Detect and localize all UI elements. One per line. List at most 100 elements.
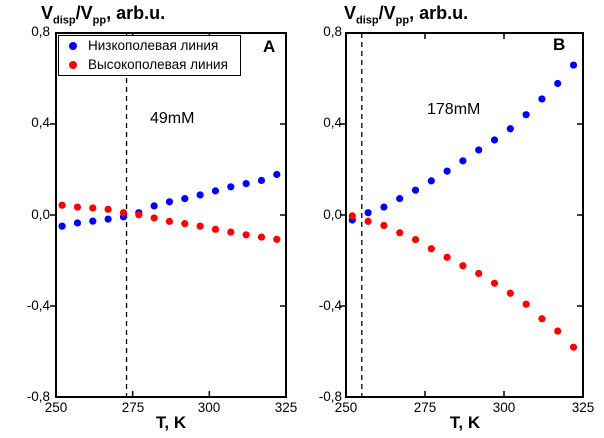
data-point — [211, 187, 220, 195]
data-point — [242, 231, 250, 239]
panel-a-xtick-250: 250 — [44, 400, 68, 415]
panel-b-ytick--0.8: -0,8 — [318, 389, 342, 404]
panel-b-ytick--0.4: -0,4 — [318, 298, 342, 313]
data-point — [443, 167, 451, 175]
legend-item-low-field: Низкополевая линия — [59, 37, 240, 55]
data-point — [273, 170, 281, 179]
data-point — [506, 125, 514, 133]
panel-a-ytick-0.8: 0,8 — [31, 24, 50, 39]
data-point — [364, 217, 372, 225]
panel-b-xlabel: T, K — [449, 413, 481, 432]
data-point — [348, 212, 356, 220]
data-point — [522, 111, 530, 119]
panel-a-xtick-325: 325 — [274, 400, 298, 415]
panel-a-concentration-annotation: 49mM — [150, 110, 195, 127]
panel-b-xtick-250: 250 — [334, 400, 358, 415]
panel-b-concentration-annotation: 178mM — [427, 101, 481, 118]
low-field-marker-icon — [69, 42, 77, 50]
panel-a-ytick-0.4: 0,4 — [31, 115, 50, 130]
data-point — [490, 279, 499, 287]
data-point — [58, 222, 66, 230]
data-point — [150, 214, 158, 222]
panel-b-ytick-0.4: 0,4 — [323, 115, 342, 130]
data-point — [396, 195, 404, 203]
title-v1: V — [41, 3, 54, 23]
data-point — [196, 191, 204, 199]
data-point — [135, 211, 143, 219]
title-sub-pp: pp — [92, 14, 107, 27]
data-point — [443, 253, 451, 261]
data-point — [569, 343, 578, 351]
data-point — [475, 146, 483, 154]
data-point — [380, 203, 388, 211]
legend-label-high-field: Высокополевая линия — [88, 57, 228, 72]
panel-a-ytick--0.4: -0,4 — [26, 298, 50, 313]
panel-b-xtick-275: 275 — [413, 400, 437, 415]
data-point — [459, 262, 467, 270]
data-point — [165, 217, 174, 225]
legend: Низкополевая линия Высокополевая линия — [58, 35, 241, 76]
axes-frame — [55, 32, 287, 398]
panel-a-ytick-0.0: 0,0 — [31, 207, 50, 222]
legend-label-low-field: Низкополевая линия — [88, 38, 219, 53]
data-point — [554, 327, 562, 335]
data-point — [364, 209, 372, 217]
data-point — [211, 225, 220, 233]
data-point — [89, 204, 97, 212]
data-point — [257, 176, 266, 185]
data-point — [89, 217, 97, 225]
title-sub-pp: pp — [395, 14, 410, 27]
panel-b-ytick-0.8: 0,8 — [323, 24, 342, 39]
title-units: , arb.u. — [409, 3, 469, 23]
data-point — [427, 177, 435, 185]
data-point — [380, 221, 388, 230]
panel-b-xtick-300: 300 — [492, 400, 516, 415]
title-sub-disp: disp — [53, 14, 76, 27]
data-point — [490, 136, 499, 144]
axes-frame — [345, 32, 584, 398]
data-point — [165, 198, 174, 206]
data-point — [242, 180, 250, 188]
data-point — [119, 209, 128, 217]
panel-a-xlabel: T, K — [155, 413, 187, 432]
title-sub-disp: disp — [356, 14, 379, 27]
title-v2: /V — [75, 3, 93, 23]
data-point — [538, 315, 546, 323]
data-point — [569, 61, 578, 69]
title-units: , arb.u. — [106, 3, 166, 23]
data-point — [58, 201, 66, 209]
panel-a-axis-title: Vdisp/Vpp, arb.u. — [41, 3, 165, 27]
data-point — [522, 300, 530, 308]
data-point — [196, 222, 204, 230]
data-point — [104, 205, 112, 213]
data-point — [73, 203, 82, 211]
data-point — [273, 235, 281, 243]
panel-a-xtick-275: 275 — [121, 400, 145, 415]
data-point — [396, 229, 404, 237]
high-field-marker-icon — [69, 61, 77, 69]
data-point — [411, 235, 420, 244]
data-point — [104, 215, 112, 223]
panel-b-ytick-0.0: 0,0 — [323, 207, 342, 222]
panel-a-xtick-300: 300 — [197, 400, 221, 415]
panel-a-ytick--0.8: -0,8 — [26, 389, 50, 404]
data-point — [554, 79, 562, 88]
data-point — [181, 195, 189, 203]
legend-item-high-field: Высокополевая линия — [59, 56, 240, 74]
data-point — [427, 245, 435, 253]
panel-b-axis-title: Vdisp/Vpp, arb.u. — [344, 3, 468, 27]
panel-a-letter: A — [263, 37, 276, 56]
data-point — [459, 157, 467, 165]
data-point — [150, 202, 158, 210]
panel-b-letter: B — [553, 35, 566, 54]
data-point — [475, 269, 483, 278]
data-point — [73, 219, 82, 227]
data-point — [227, 228, 235, 236]
data-point — [181, 220, 189, 228]
panel-b-xtick-325: 325 — [571, 400, 595, 415]
title-v1: V — [344, 3, 357, 23]
title-v2: /V — [378, 3, 396, 23]
data-point — [411, 186, 420, 194]
